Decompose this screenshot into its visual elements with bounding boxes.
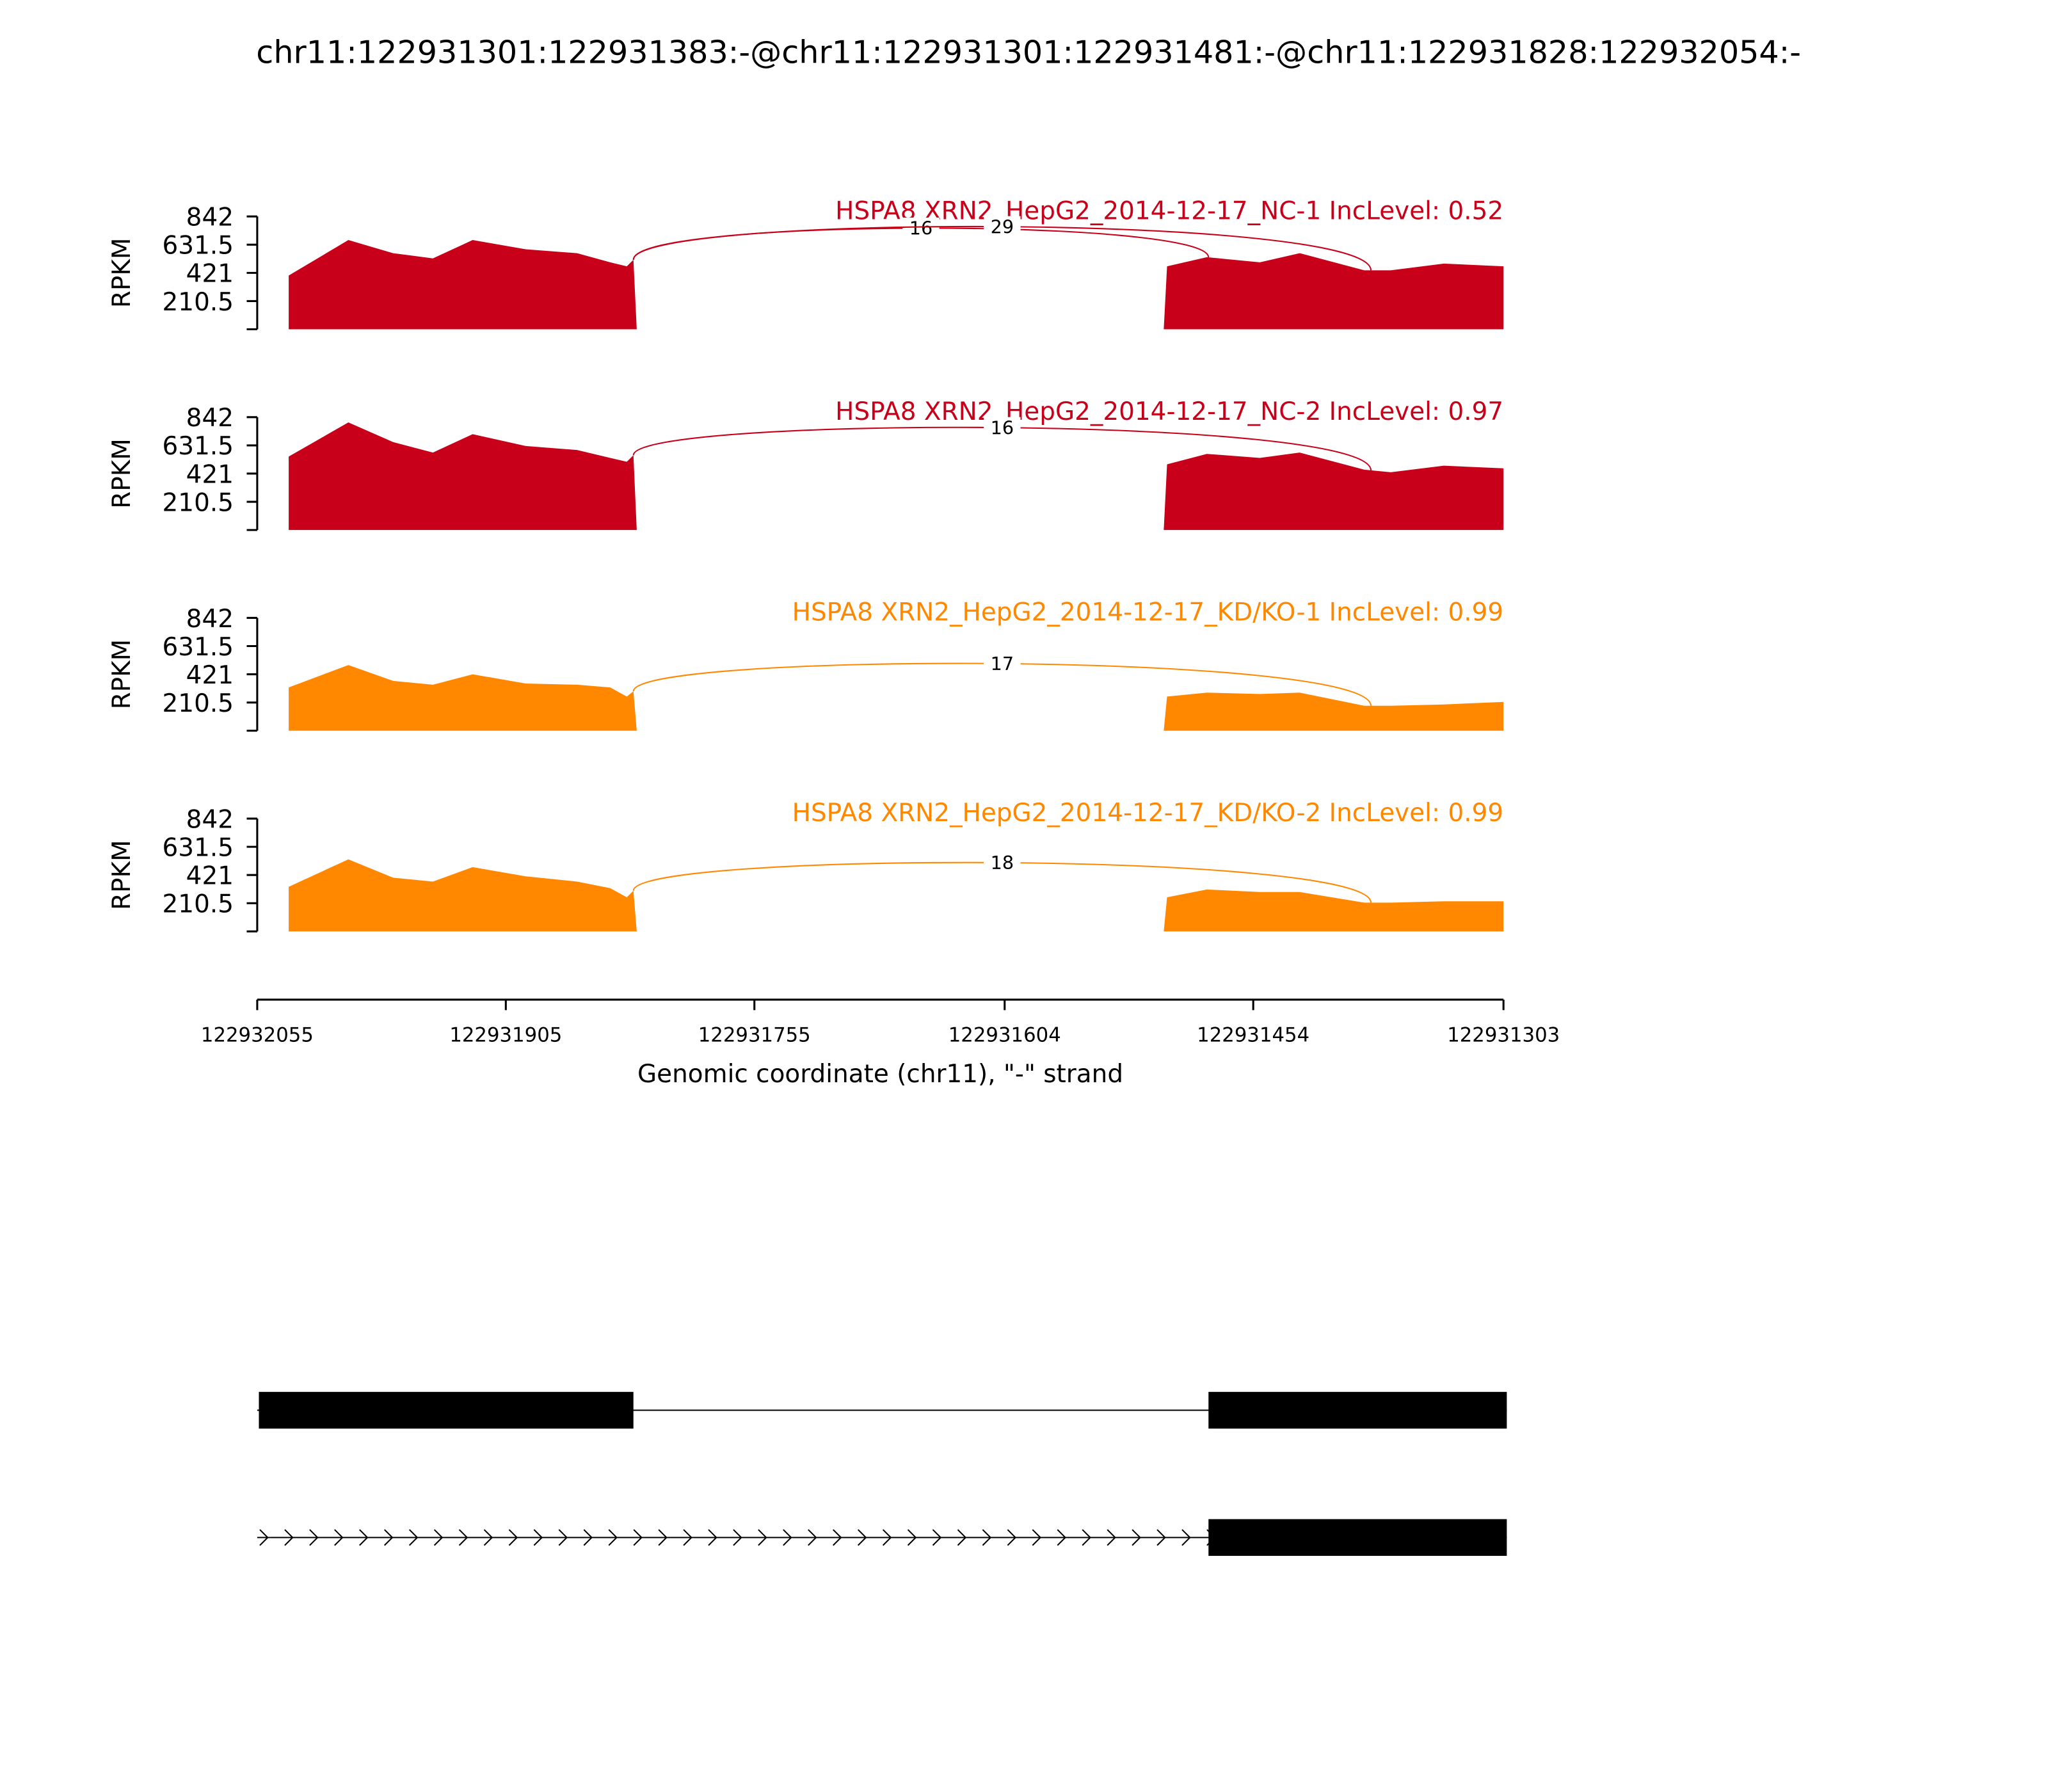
strand-chevron xyxy=(359,1529,369,1546)
strand-chevron xyxy=(284,1529,294,1546)
y-axis-label: RPKM xyxy=(108,639,136,710)
coverage-area xyxy=(289,422,1504,531)
junction-count: 16 xyxy=(909,218,933,239)
y-tick-label: 210.5 xyxy=(163,288,234,317)
junction-count: 29 xyxy=(991,216,1014,237)
y-tick-label: 210.5 xyxy=(163,488,234,517)
x-tick-label: 122931454 xyxy=(1197,1024,1309,1047)
x-axis-label: Genomic coordinate (chr11), "-" strand xyxy=(637,1060,1123,1089)
x-tick-label: 122931303 xyxy=(1447,1024,1560,1047)
strand-chevron xyxy=(683,1529,692,1546)
junction-label-bg xyxy=(984,216,1021,237)
junction-label-bg xyxy=(984,852,1021,874)
sample-label: HSPA8 XRN2_HepG2_2014-12-17_KD/KO-2 IncL… xyxy=(792,799,1504,828)
strand-chevron xyxy=(1082,1529,1091,1546)
strand-chevron xyxy=(408,1529,419,1546)
strand-chevron xyxy=(758,1529,767,1546)
y-tick-label: 210.5 xyxy=(163,689,234,718)
strand-chevron xyxy=(783,1529,792,1546)
y-tick-label: 421 xyxy=(186,260,234,289)
junction-count: 18 xyxy=(991,852,1014,874)
y-tick-label: 631.5 xyxy=(163,232,234,260)
x-tick-label: 122931905 xyxy=(449,1024,562,1047)
strand-chevron xyxy=(708,1529,717,1546)
strand-chevron xyxy=(384,1529,394,1546)
y-tick-label: 421 xyxy=(186,661,234,690)
y-tick-label: 631.5 xyxy=(163,633,234,662)
strand-chevron xyxy=(733,1529,742,1546)
strand-chevron xyxy=(1107,1529,1116,1546)
strand-chevron xyxy=(1156,1529,1166,1546)
y-tick-label: 631.5 xyxy=(163,432,234,461)
strand-chevron xyxy=(982,1529,992,1546)
y-axis-label: RPKM xyxy=(108,238,136,308)
strand-chevron xyxy=(633,1529,643,1546)
y-axis-label: RPKM xyxy=(108,438,136,509)
exon xyxy=(1208,1391,1507,1429)
strand-chevron xyxy=(1181,1529,1191,1546)
sample-label: HSPA8 XRN2_HepG2_2014-12-17_KD/KO-1 IncL… xyxy=(792,598,1504,627)
y-tick-label: 631.5 xyxy=(163,833,234,862)
junction-label-bg xyxy=(902,218,940,239)
strand-chevron xyxy=(808,1529,817,1546)
y-axis-label: RPKM xyxy=(108,840,136,910)
y-tick-label: 842 xyxy=(186,204,234,232)
strand-chevron xyxy=(882,1529,892,1546)
coverage-area xyxy=(289,240,1504,330)
strand-chevron xyxy=(508,1529,518,1546)
strand-chevron xyxy=(833,1529,842,1546)
strand-chevron xyxy=(1057,1529,1067,1546)
strand-chevron xyxy=(1007,1529,1017,1546)
strand-chevron xyxy=(533,1529,543,1546)
strand-chevron xyxy=(658,1529,668,1546)
coverage-area xyxy=(289,665,1504,731)
sample-label: HSPA8 XRN2_HepG2_2014-12-17_NC-2 IncLeve… xyxy=(835,397,1503,426)
exon xyxy=(259,1391,634,1429)
x-tick-label: 122932055 xyxy=(201,1024,314,1047)
y-tick-label: 210.5 xyxy=(163,890,234,919)
strand-chevron xyxy=(608,1529,618,1546)
strand-chevron xyxy=(1032,1529,1042,1546)
x-tick-label: 122931604 xyxy=(948,1024,1061,1047)
strand-chevron xyxy=(433,1529,444,1546)
y-tick-label: 842 xyxy=(186,605,234,634)
junction-count: 16 xyxy=(991,417,1014,438)
y-tick-label: 421 xyxy=(186,460,234,489)
strand-chevron xyxy=(483,1529,493,1546)
x-tick-label: 122931755 xyxy=(698,1024,811,1047)
y-tick-label: 842 xyxy=(186,805,234,834)
strand-chevron xyxy=(558,1529,568,1546)
strand-chevron xyxy=(857,1529,867,1546)
sample-label: HSPA8 XRN2_HepG2_2014-12-17_NC-1 IncLeve… xyxy=(835,196,1503,225)
strand-chevron xyxy=(907,1529,917,1546)
strand-chevron xyxy=(957,1529,967,1546)
exon xyxy=(1208,1519,1507,1556)
plot-title: chr11:122931301:122931383:-@chr11:122931… xyxy=(256,33,1801,70)
strand-chevron xyxy=(259,1529,269,1546)
strand-chevron xyxy=(334,1529,344,1546)
strand-chevron xyxy=(1132,1529,1141,1546)
strand-chevron xyxy=(583,1529,593,1546)
strand-chevron xyxy=(309,1529,319,1546)
coverage-area xyxy=(289,859,1504,932)
junction-label-bg xyxy=(984,653,1021,675)
y-tick-label: 842 xyxy=(186,404,234,433)
strand-chevron xyxy=(932,1529,942,1546)
junction-count: 17 xyxy=(991,653,1014,675)
strand-chevron xyxy=(458,1529,468,1546)
junction-label-bg xyxy=(984,417,1021,438)
y-tick-label: 421 xyxy=(186,862,234,891)
